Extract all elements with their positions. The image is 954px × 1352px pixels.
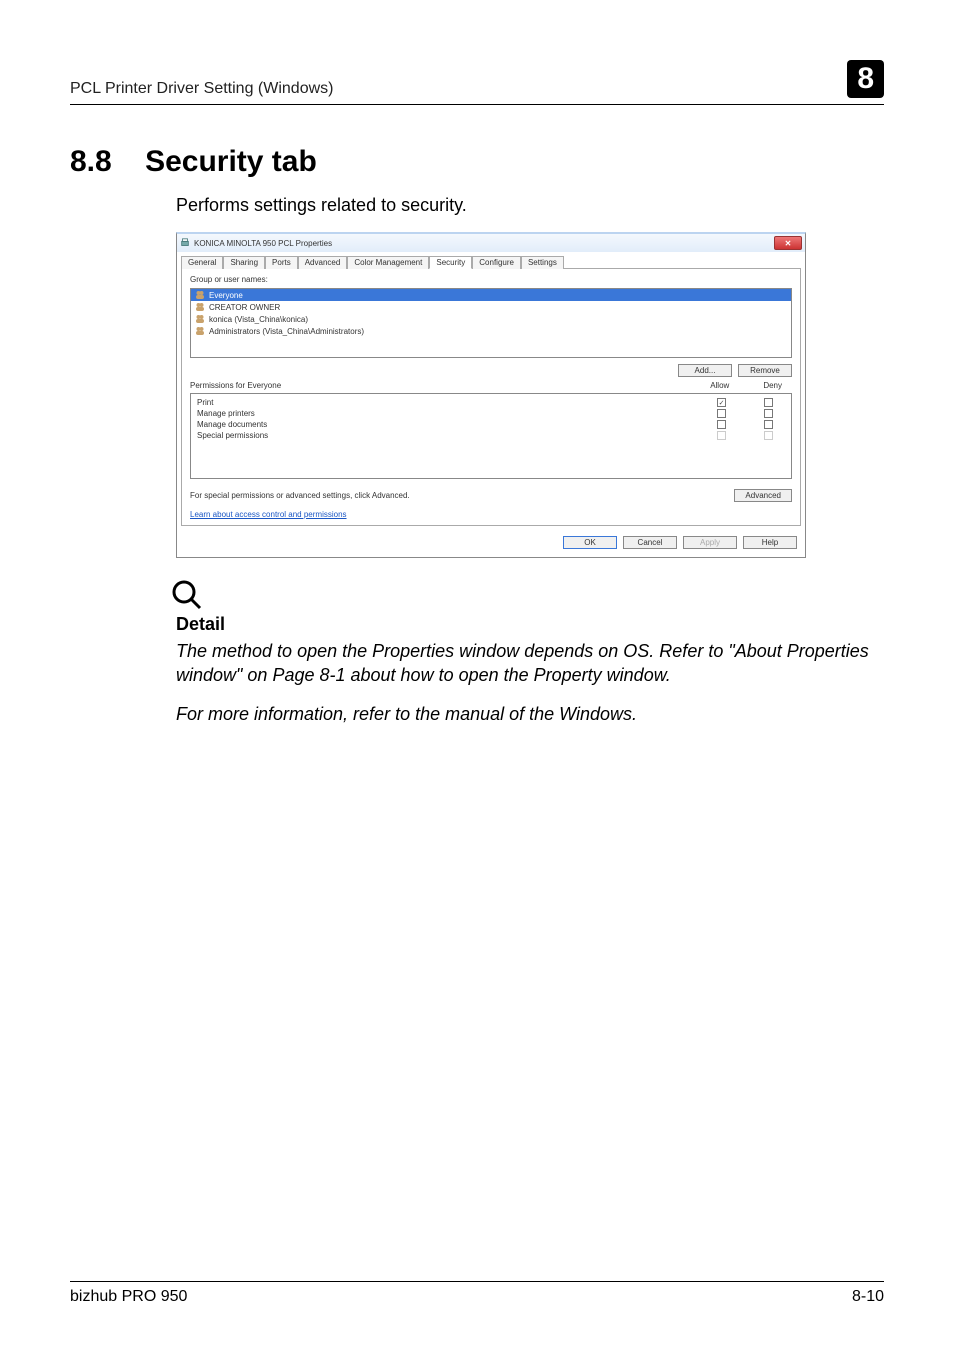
page-header: PCL Printer Driver Setting (Windows) 8 (70, 60, 884, 105)
group-name-label: Everyone (209, 291, 243, 300)
group-row[interactable]: konica (Vista_China\konica) (191, 313, 791, 325)
tab-ports[interactable]: Ports (265, 256, 298, 269)
group-row[interactable]: Everyone (191, 289, 791, 301)
deny-checkbox[interactable] (764, 420, 773, 429)
group-name-label: Administrators (Vista_China\Administrato… (209, 327, 364, 336)
detail-heading: Detail (176, 614, 884, 635)
group-icon (195, 302, 205, 312)
tab-settings[interactable]: Settings (521, 256, 564, 269)
group-name-label: konica (Vista_China\konica) (209, 315, 308, 324)
tab-color-management[interactable]: Color Management (347, 256, 429, 269)
group-icon (195, 314, 205, 324)
allow-checkbox[interactable] (717, 420, 726, 429)
detail-para-2: For more information, refer to the manua… (176, 702, 884, 726)
permission-row: Manage printers (197, 408, 785, 419)
apply-button[interactable]: Apply (683, 536, 737, 549)
breadcrumb: PCL Printer Driver Setting (Windows) (70, 80, 333, 98)
permissions-title: Permissions for Everyone (190, 381, 281, 390)
remove-button[interactable]: Remove (738, 364, 792, 377)
dialog-titlebar: KONICA MINOLTA 950 PCL Properties ✕ (177, 234, 805, 252)
tab-general[interactable]: General (181, 256, 223, 269)
group-row[interactable]: CREATOR OWNER (191, 301, 791, 313)
permission-row: Manage documents (197, 419, 785, 430)
advanced-button[interactable]: Advanced (734, 489, 792, 502)
chapter-badge: 8 (847, 60, 884, 98)
deny-column-header: Deny (763, 381, 782, 390)
permission-row: Print ✓ (197, 397, 785, 408)
dialog-title: KONICA MINOLTA 950 PCL Properties (180, 238, 332, 248)
permissions-listbox: Print ✓ Manage printers Manage documents Spe… (190, 393, 792, 479)
deny-checkbox[interactable] (764, 398, 773, 407)
advanced-row: For special permissions or advanced sett… (190, 489, 792, 502)
detail-para-1: The method to open the Properties window… (176, 639, 884, 688)
permission-name: Print (197, 398, 213, 407)
allow-checkbox[interactable] (717, 409, 726, 418)
deny-checkbox (764, 431, 773, 440)
close-button[interactable]: ✕ (774, 236, 802, 250)
group-icon (195, 290, 205, 300)
page-footer: bizhub PRO 950 8-10 (70, 1281, 884, 1306)
tab-advanced[interactable]: Advanced (298, 256, 348, 269)
intro-text: Performs settings related to security. (176, 195, 884, 216)
allow-checkbox (717, 431, 726, 440)
group-buttons-row: Add... Remove (190, 364, 792, 377)
allow-column-header: Allow (710, 381, 729, 390)
group-listbox[interactable]: Everyone CREATOR OWNER konica (Vista_China… (190, 288, 792, 358)
section-heading: 8.8 Security tab (70, 145, 884, 179)
printer-icon (180, 238, 190, 248)
access-control-link[interactable]: Learn about access control and permissio… (190, 510, 792, 519)
footer-left: bizhub PRO 950 (70, 1288, 187, 1306)
group-row[interactable]: Administrators (Vista_China\Administrato… (191, 325, 791, 337)
deny-checkbox[interactable] (764, 409, 773, 418)
footer-right: 8-10 (852, 1288, 884, 1306)
properties-dialog: KONICA MINOLTA 950 PCL Properties ✕ Gene… (176, 232, 806, 558)
groups-label: Group or user names: (190, 275, 792, 284)
tab-strip: GeneralSharingPortsAdvancedColor Managem… (177, 252, 805, 268)
permission-row: Special permissions (197, 430, 785, 441)
section-number: 8.8 (70, 145, 112, 178)
tab-sharing[interactable]: Sharing (223, 256, 265, 269)
group-name-label: CREATOR OWNER (209, 303, 280, 312)
group-icon (195, 326, 205, 336)
cancel-button[interactable]: Cancel (623, 536, 677, 549)
allow-checkbox[interactable]: ✓ (717, 398, 726, 407)
advanced-text: For special permissions or advanced sett… (190, 491, 410, 500)
ok-button[interactable]: OK (563, 536, 617, 549)
tab-configure[interactable]: Configure (472, 256, 521, 269)
magnifier-icon (170, 578, 884, 614)
permission-name: Manage documents (197, 420, 267, 429)
help-button[interactable]: Help (743, 536, 797, 549)
section-title-text: Security tab (145, 145, 317, 178)
add-button[interactable]: Add... (678, 364, 732, 377)
security-tab-panel: Group or user names: Everyone CREATOR OWN… (181, 268, 801, 526)
tab-security[interactable]: Security (429, 256, 472, 269)
dialog-button-row: OK Cancel Apply Help (177, 530, 805, 557)
permission-name: Manage printers (197, 409, 255, 418)
permissions-header: Permissions for Everyone Allow Deny (190, 381, 792, 390)
permission-name: Special permissions (197, 431, 268, 440)
dialog-title-text: KONICA MINOLTA 950 PCL Properties (194, 239, 332, 248)
